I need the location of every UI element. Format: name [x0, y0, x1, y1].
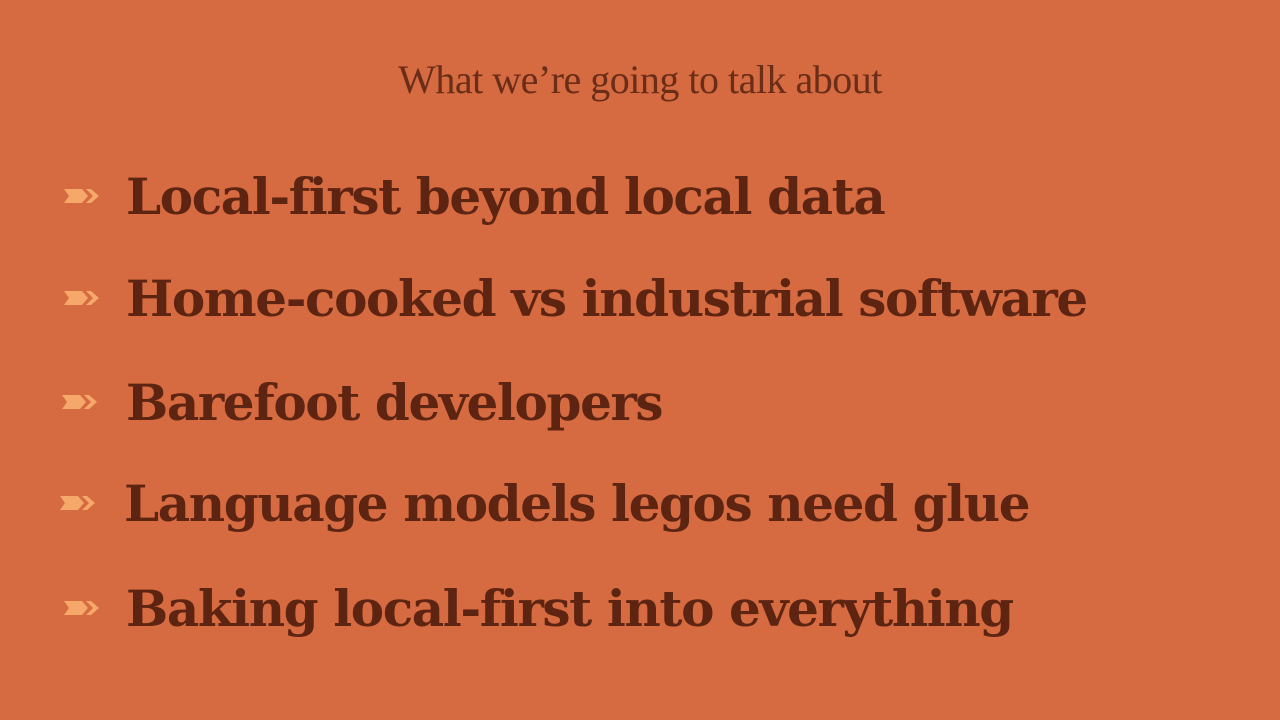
- agenda-item: Language models legos need glue: [58, 463, 1031, 543]
- agenda-item-label: Language models legos need glue: [124, 473, 1031, 533]
- agenda-item: Barefoot developers: [60, 362, 664, 442]
- double-chevron-arrow-icon: [62, 395, 97, 409]
- agenda-item-label: Home-cooked vs industrial software: [126, 268, 1088, 328]
- agenda-item: Home-cooked vs industrial software: [62, 258, 1088, 338]
- double-chevron-arrow-icon: [64, 189, 99, 203]
- agenda-item: Local-first beyond local data: [62, 156, 886, 236]
- agenda-item: Baking local-first into everything: [62, 568, 1014, 648]
- agenda-item-label: Baking local-first into everything: [126, 578, 1014, 638]
- agenda-item-label: Local-first beyond local data: [126, 166, 886, 226]
- double-chevron-arrow-icon: [64, 291, 99, 305]
- double-chevron-arrow-icon: [60, 496, 95, 510]
- double-chevron-arrow-icon: [64, 601, 99, 615]
- slide-title: What we’re going to talk about: [398, 57, 882, 102]
- agenda-item-label: Barefoot developers: [126, 372, 664, 432]
